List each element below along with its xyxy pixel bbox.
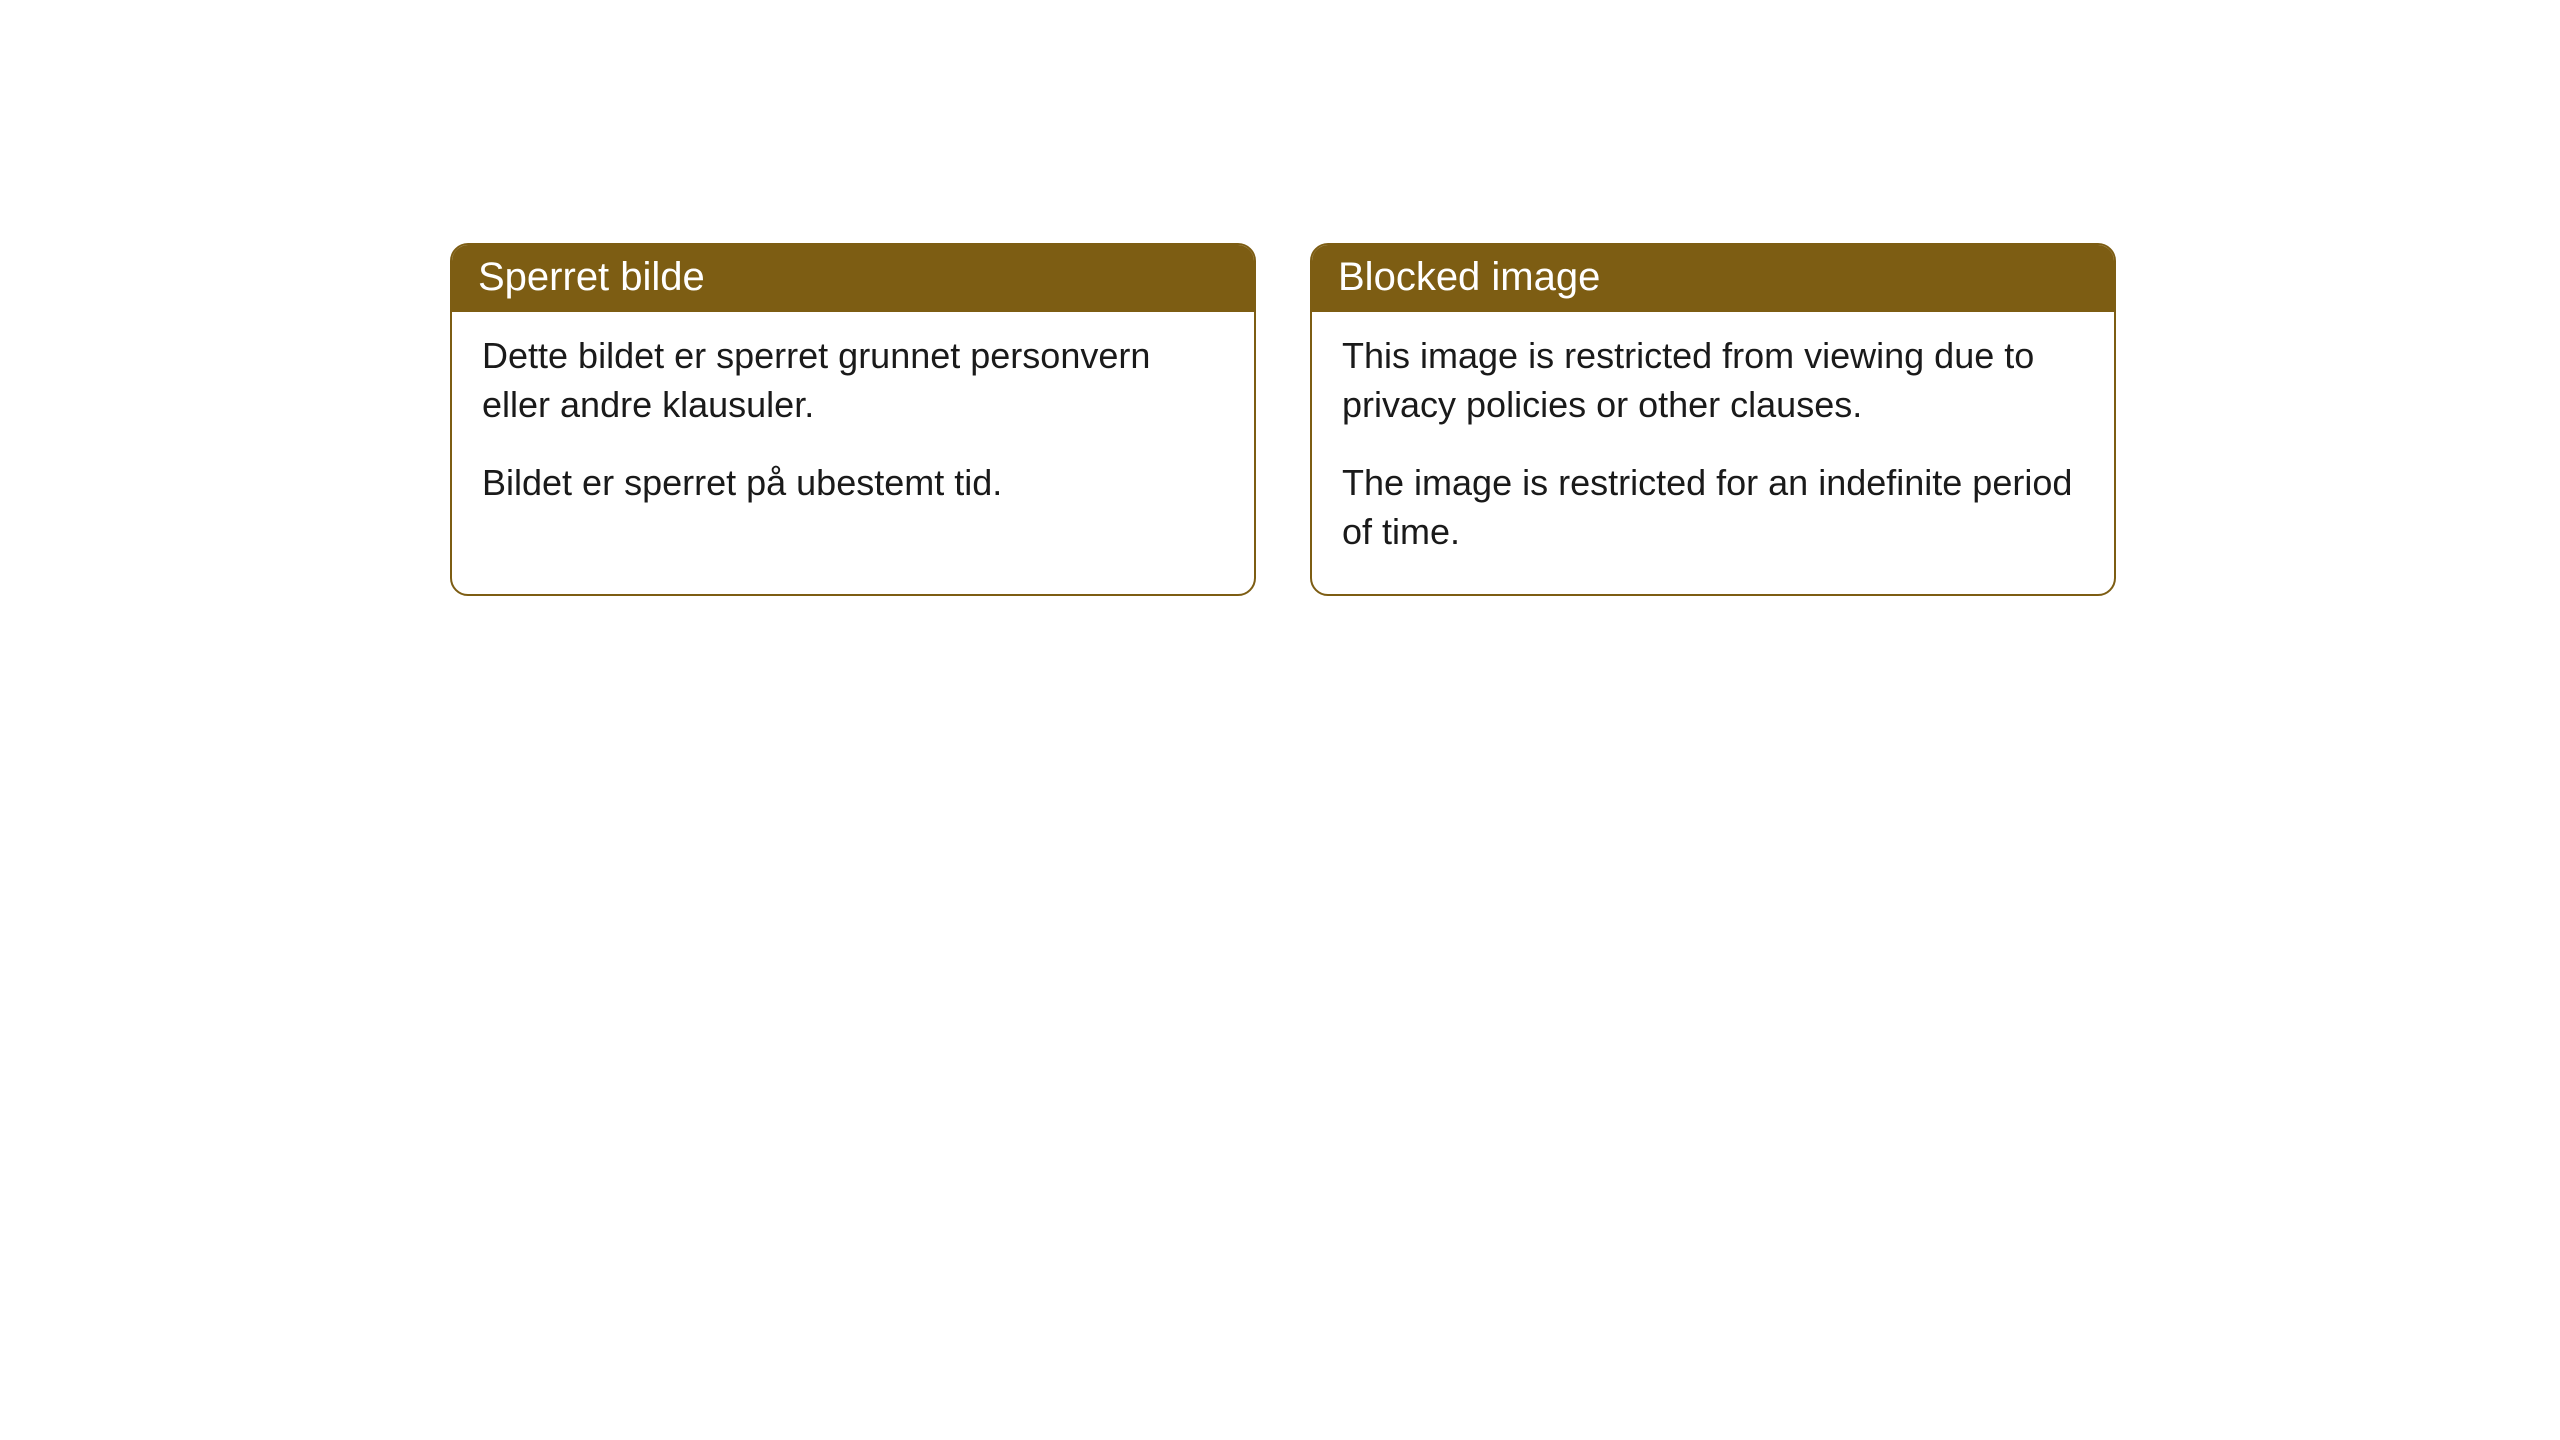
- notice-card-en-p2: The image is restricted for an indefinit…: [1342, 459, 2084, 556]
- notice-card-no: Sperret bilde Dette bildet er sperret gr…: [450, 243, 1256, 596]
- notice-card-no-body: Dette bildet er sperret grunnet personve…: [452, 312, 1254, 546]
- notice-card-en-body: This image is restricted from viewing du…: [1312, 312, 2114, 594]
- notice-card-en-title: Blocked image: [1312, 245, 2114, 312]
- notice-card-en: Blocked image This image is restricted f…: [1310, 243, 2116, 596]
- notice-card-en-p1: This image is restricted from viewing du…: [1342, 332, 2084, 429]
- notice-card-no-p2: Bildet er sperret på ubestemt tid.: [482, 459, 1224, 508]
- notice-card-no-p1: Dette bildet er sperret grunnet personve…: [482, 332, 1224, 429]
- notice-container: Sperret bilde Dette bildet er sperret gr…: [450, 243, 2116, 596]
- notice-card-no-title: Sperret bilde: [452, 245, 1254, 312]
